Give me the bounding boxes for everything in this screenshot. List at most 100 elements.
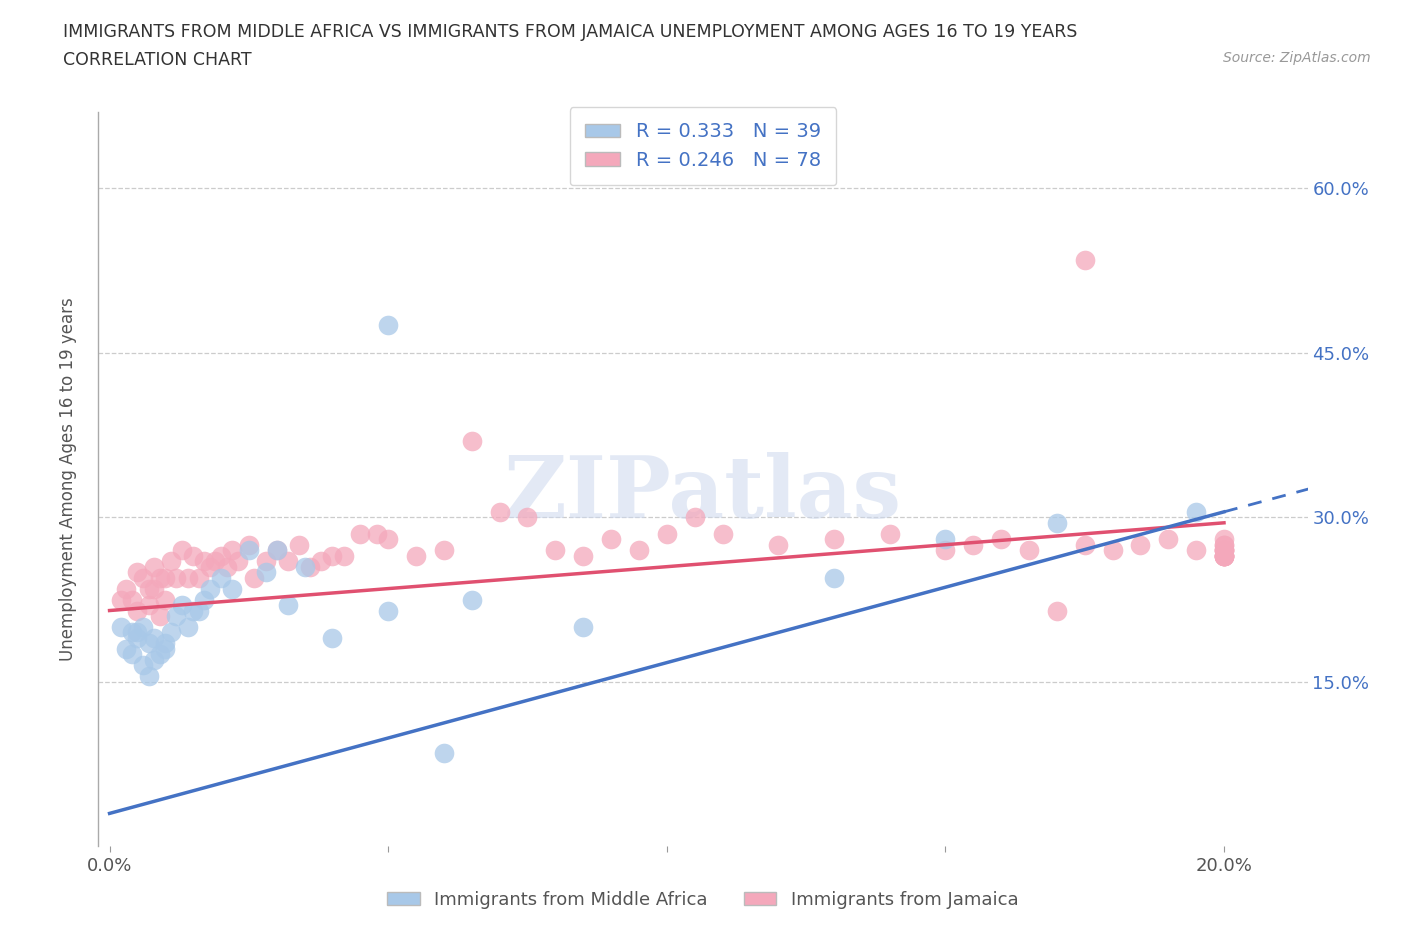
Point (127, 625, 149, 640)
Point (121, 592, 143, 607)
Point (1185, 504, 1208, 519)
Point (655, 526, 678, 541)
Point (990, 532, 1012, 547)
Point (132, 619, 155, 634)
Point (198, 559, 221, 574)
Point (433, 543, 456, 558)
Point (176, 570, 198, 585)
Point (1213, 549, 1236, 564)
Point (377, 318, 399, 333)
Point (1213, 543, 1236, 558)
Point (461, 592, 484, 607)
Point (1213, 549, 1236, 564)
Point (934, 543, 956, 558)
Point (934, 532, 956, 547)
Point (1213, 532, 1236, 547)
Point (209, 549, 232, 564)
Point (879, 526, 901, 541)
Point (299, 559, 322, 574)
Point (572, 619, 595, 634)
Point (544, 543, 567, 558)
Point (121, 625, 143, 640)
Point (127, 565, 149, 579)
Point (127, 603, 149, 618)
Point (488, 504, 510, 519)
Point (1129, 538, 1152, 552)
Y-axis label: Unemployment Among Ages 16 to 19 years: Unemployment Among Ages 16 to 19 years (59, 297, 77, 661)
Point (138, 636, 160, 651)
Point (823, 532, 845, 547)
Point (155, 592, 177, 607)
Point (143, 653, 166, 668)
Point (170, 598, 193, 613)
Point (321, 631, 343, 645)
Point (132, 570, 155, 585)
Point (405, 549, 427, 564)
Point (149, 570, 172, 585)
Point (294, 559, 316, 574)
Point (711, 526, 734, 541)
Point (366, 526, 388, 541)
Point (132, 658, 155, 672)
Point (277, 553, 299, 568)
Point (823, 570, 845, 585)
Point (110, 592, 132, 607)
Point (143, 631, 166, 645)
Point (1213, 543, 1236, 558)
Point (461, 433, 484, 448)
Point (277, 598, 299, 613)
Point (155, 642, 177, 657)
Text: Source: ZipAtlas.com: Source: ZipAtlas.com (1223, 51, 1371, 65)
Point (1157, 532, 1180, 547)
Point (1213, 538, 1236, 552)
Point (155, 636, 177, 651)
Point (181, 549, 204, 564)
Point (254, 565, 277, 579)
Point (1046, 603, 1069, 618)
Point (193, 553, 215, 568)
Point (433, 746, 456, 761)
Point (176, 619, 198, 634)
Point (143, 559, 166, 574)
Text: IMMIGRANTS FROM MIDDLE AFRICA VS IMMIGRANTS FROM JAMAICA UNEMPLOYMENT AMONG AGES: IMMIGRANTS FROM MIDDLE AFRICA VS IMMIGRA… (63, 23, 1077, 41)
Text: CORRELATION CHART: CORRELATION CHART (63, 51, 252, 69)
Point (1073, 252, 1095, 267)
Point (332, 549, 354, 564)
Point (165, 570, 187, 585)
Point (209, 570, 232, 585)
Point (226, 553, 249, 568)
Point (1073, 538, 1095, 552)
Point (377, 603, 399, 618)
Point (572, 549, 595, 564)
Point (160, 553, 183, 568)
Point (516, 510, 538, 525)
Legend: R = 0.333   N = 39, R = 0.246   N = 78: R = 0.333 N = 39, R = 0.246 N = 78 (569, 107, 837, 185)
Point (349, 526, 371, 541)
Point (768, 538, 790, 552)
Point (127, 631, 149, 645)
Point (221, 581, 243, 596)
Point (600, 532, 623, 547)
Point (121, 647, 143, 662)
Point (193, 592, 215, 607)
Point (149, 647, 172, 662)
Point (215, 559, 238, 574)
Point (238, 543, 260, 558)
Point (110, 619, 132, 634)
Point (181, 603, 204, 618)
Point (683, 510, 706, 525)
Point (187, 570, 209, 585)
Point (1213, 549, 1236, 564)
Point (155, 570, 177, 585)
Point (962, 538, 984, 552)
Point (149, 608, 172, 623)
Point (165, 608, 187, 623)
Point (1213, 538, 1236, 552)
Point (115, 642, 138, 657)
Point (266, 543, 288, 558)
Point (198, 581, 221, 596)
Point (1213, 543, 1236, 558)
Point (138, 669, 160, 684)
Point (1213, 543, 1236, 558)
Point (311, 553, 333, 568)
